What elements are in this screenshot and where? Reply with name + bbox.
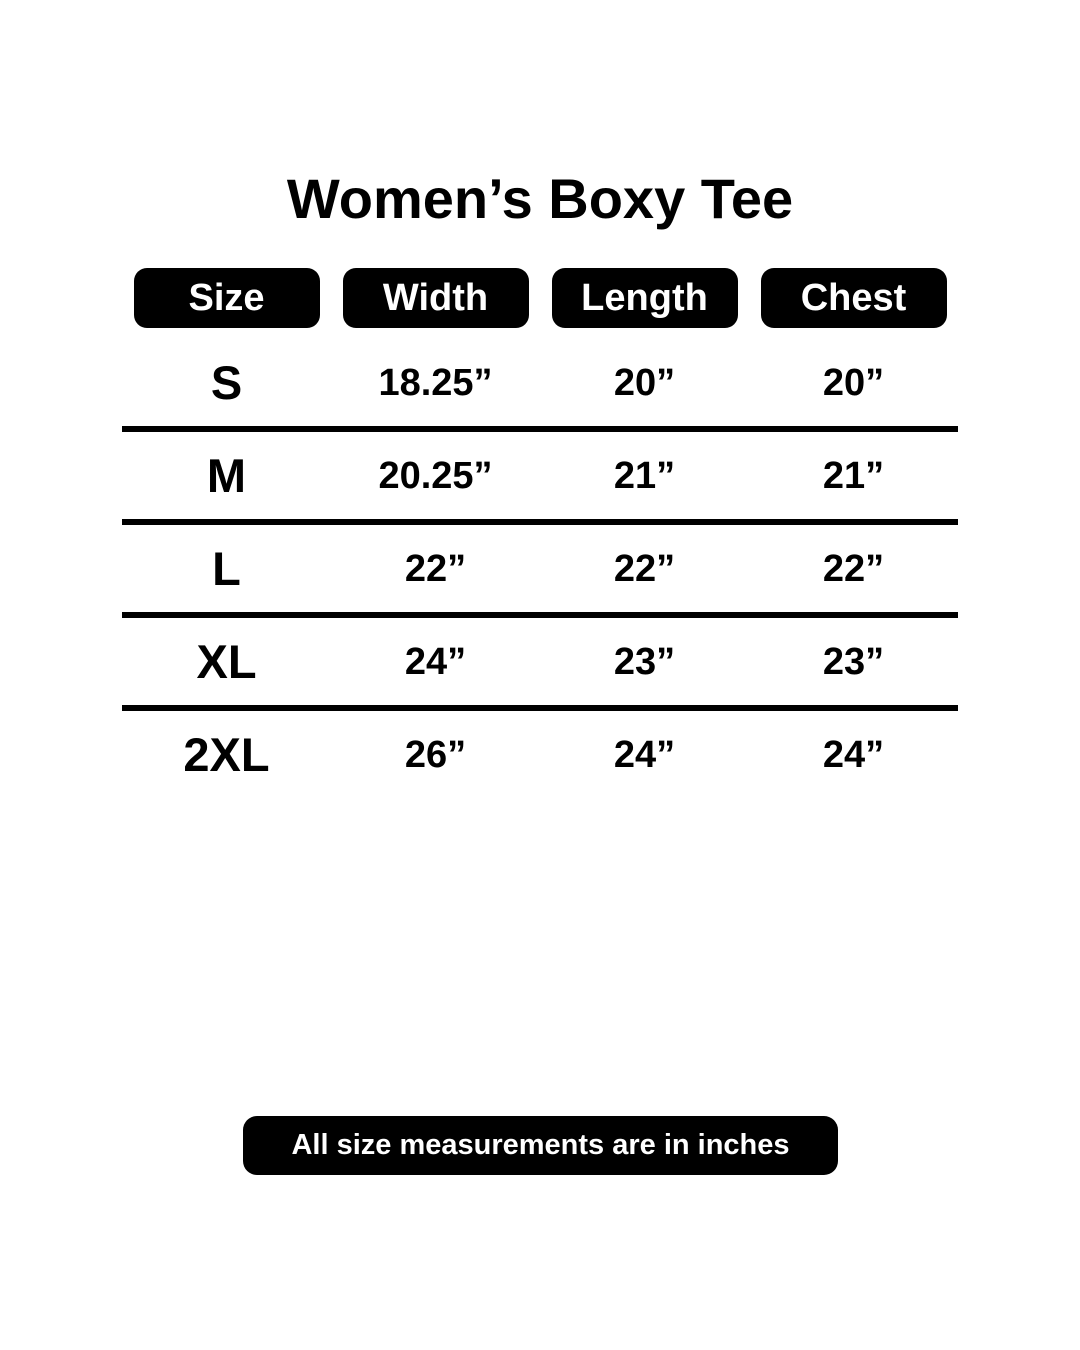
length-cell: 22” xyxy=(613,547,676,590)
length-cell: 20” xyxy=(613,361,676,404)
width-cell: 22” xyxy=(404,547,467,590)
size-cell: 2XL xyxy=(183,728,270,781)
header-cell-chest: Chest xyxy=(749,268,958,328)
length-cell: 24” xyxy=(613,733,676,776)
chest-cell: 24” xyxy=(822,733,885,776)
length-cell: 23” xyxy=(613,640,676,683)
table-row-m: M 20.25” 21” 21” xyxy=(122,432,958,525)
length-cell: 21” xyxy=(613,454,676,497)
width-cell: 24” xyxy=(404,640,467,683)
column-header-size: Size xyxy=(133,268,320,328)
chest-cell: 23” xyxy=(822,640,885,683)
width-cell: 26” xyxy=(404,733,467,776)
table-row-l: L 22” 22” 22” xyxy=(122,525,958,618)
column-header-width: Width xyxy=(342,268,529,328)
size-cell: XL xyxy=(196,635,257,688)
size-chart-table: Size Width Length Chest S 18.25” 20” 20”… xyxy=(122,268,958,798)
header-cell-length: Length xyxy=(540,268,749,328)
header-cell-size: Size xyxy=(122,268,331,328)
chest-cell: 21” xyxy=(822,454,885,497)
column-header-length: Length xyxy=(551,268,738,328)
header-cell-width: Width xyxy=(331,268,540,328)
chest-cell: 20” xyxy=(822,361,885,404)
table-row-xl: XL 24” 23” 23” xyxy=(122,618,958,711)
footer-note-badge: All size measurements are in inches xyxy=(243,1116,838,1175)
page-title: Women’s Boxy Tee xyxy=(286,167,794,230)
table-header-row: Size Width Length Chest xyxy=(122,268,958,328)
size-cell: M xyxy=(206,449,247,502)
size-cell: L xyxy=(212,542,241,595)
width-cell: 18.25” xyxy=(378,361,493,404)
table-row-s: S 18.25” 20” 20” xyxy=(122,339,958,432)
column-header-chest: Chest xyxy=(760,268,947,328)
table-row-2xl: 2XL 26” 24” 24” xyxy=(122,711,958,798)
chest-cell: 22” xyxy=(822,547,885,590)
size-cell: S xyxy=(210,356,243,409)
footer-note-text: All size measurements are in inches xyxy=(291,1129,790,1161)
width-cell: 20.25” xyxy=(378,454,493,497)
